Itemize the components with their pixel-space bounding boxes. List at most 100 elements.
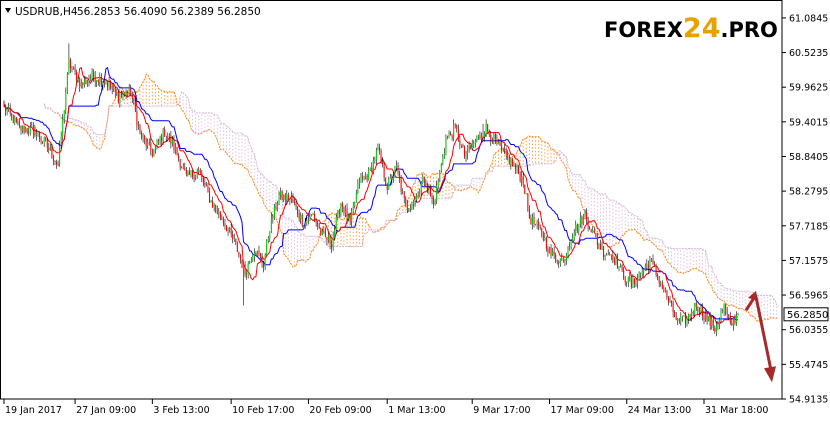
candle-body	[227, 229, 229, 232]
candle-body	[187, 171, 189, 175]
candle-body	[467, 146, 469, 155]
candle-body	[473, 143, 475, 145]
candle-body	[331, 243, 333, 248]
candle-body	[499, 141, 501, 146]
candle-body	[420, 183, 422, 191]
candle-body	[357, 183, 359, 194]
y-tick-label: 56.0355	[789, 325, 828, 336]
candle-body	[12, 115, 14, 124]
candle-body	[604, 254, 606, 257]
candle-body	[440, 163, 442, 172]
candle-body	[725, 304, 727, 310]
y-tick-label: 55.4745	[789, 360, 828, 371]
forecast-arrows	[744, 290, 776, 383]
candle-body	[284, 194, 286, 200]
candle-body	[320, 227, 322, 235]
candle-body	[55, 161, 58, 164]
candle-body	[93, 71, 95, 77]
candle-body	[289, 198, 291, 201]
candle-body	[179, 158, 181, 168]
candle-body	[110, 82, 112, 88]
candle-body	[318, 226, 320, 228]
candle-body	[709, 316, 711, 326]
candle-body	[22, 125, 24, 131]
candle-body	[686, 318, 688, 325]
candle-body	[368, 169, 370, 181]
candle-body	[219, 211, 221, 218]
candle-body	[522, 176, 524, 185]
candle-body	[711, 319, 713, 326]
candle-body	[482, 136, 484, 138]
candle-body	[85, 80, 87, 85]
candle-body	[57, 163, 59, 166]
candle-body	[49, 148, 51, 151]
candle-body	[677, 319, 679, 320]
kijun-sen-line	[3, 66, 738, 321]
candle-body	[705, 313, 707, 320]
candle-body	[454, 124, 456, 126]
candle-body	[341, 203, 343, 208]
logo-text-forex: FOREX24.PRO	[604, 13, 778, 44]
candle-body	[65, 93, 67, 110]
candle-body	[79, 78, 81, 87]
candle-body	[616, 256, 619, 269]
candle-body	[412, 202, 415, 206]
candle-body	[450, 133, 452, 136]
candle-body	[443, 152, 445, 159]
candle-body	[556, 259, 558, 262]
candle-body	[397, 165, 399, 173]
candle-body	[589, 227, 591, 230]
candle-body	[652, 259, 654, 265]
candle-body	[606, 254, 608, 256]
candle-body	[598, 244, 600, 245]
candle-body	[569, 246, 571, 250]
candle-body	[660, 282, 662, 284]
candle-body	[300, 214, 302, 219]
candle-body	[633, 278, 636, 284]
x-axis: 19 Jan 2017 27 Jan 09:00 3 Feb 13:00 10 Feb…	[3, 399, 768, 416]
candle-body	[720, 311, 722, 320]
candle-body	[272, 217, 274, 219]
candle-body	[151, 150, 153, 157]
candle-body	[689, 314, 691, 317]
candle-body	[637, 278, 639, 284]
candle-body	[242, 264, 245, 269]
candle-body	[346, 208, 348, 219]
candle-body	[587, 219, 589, 228]
candle-body	[388, 179, 390, 190]
candle-body	[26, 128, 28, 133]
candle-body	[326, 236, 328, 241]
candle-body	[732, 318, 734, 326]
candle-body	[471, 143, 473, 148]
candle-body	[380, 150, 382, 162]
candle-body	[575, 224, 577, 234]
candle-body	[108, 82, 110, 87]
candle-body	[632, 278, 634, 288]
candle-body	[153, 149, 155, 157]
y-axis: 61.0845 60.5235 59.9625 59.4015 58.8405 58.27…	[782, 13, 828, 406]
header-triangle-icon	[5, 8, 11, 13]
candle-body	[369, 167, 371, 170]
candles	[3, 43, 739, 337]
x-tick-label: 20 Feb 09:00	[309, 405, 371, 416]
current-price-marker: 56.2850	[783, 307, 829, 322]
candle-body	[504, 148, 506, 150]
candle-body	[389, 177, 391, 180]
candle-body	[97, 79, 99, 83]
candle-body	[111, 87, 113, 90]
candle-body	[505, 148, 507, 155]
candle-body	[516, 166, 518, 170]
candle-body	[246, 274, 248, 276]
candle-body	[120, 95, 122, 97]
candle-body	[416, 195, 418, 200]
candle-body	[258, 250, 260, 254]
candle-body	[494, 134, 496, 139]
candle-body	[154, 145, 156, 150]
candle-body	[621, 265, 623, 270]
candle-body	[446, 137, 449, 140]
forecast-down-arrow-head	[764, 366, 776, 383]
candle-body	[680, 316, 682, 322]
candle-body	[221, 217, 223, 220]
candle-body	[595, 232, 597, 238]
candle-body	[692, 312, 694, 314]
